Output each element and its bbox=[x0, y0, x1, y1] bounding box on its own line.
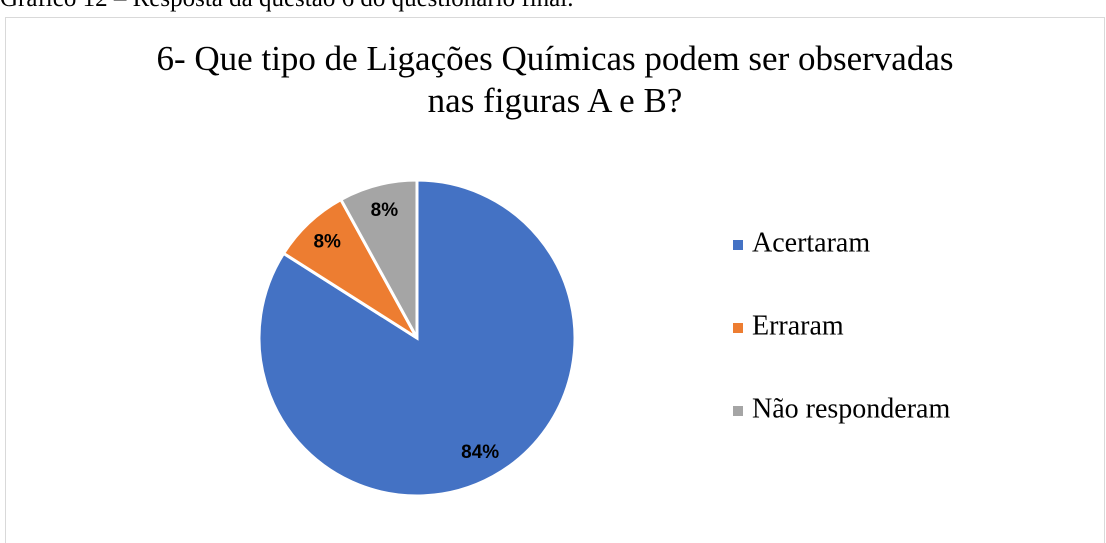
pie-slice bbox=[338, 178, 419, 339]
chart-title: 6- Que tipo de Ligações Químicas podem s… bbox=[157, 39, 954, 78]
legend-swatch bbox=[733, 240, 743, 250]
chart-title: nas figuras A e B? bbox=[428, 81, 683, 120]
data-label: 8% bbox=[313, 231, 341, 252]
data-label: 84% bbox=[461, 442, 499, 463]
legend-swatch bbox=[733, 323, 743, 333]
legend-label: Erraram bbox=[752, 310, 844, 341]
legend-swatch bbox=[733, 406, 743, 416]
legend-label: Acertaram bbox=[752, 227, 870, 258]
legend-label: Não responderam bbox=[752, 393, 950, 424]
caption: Gráfico 12 – Resposta da questão 6 do qu… bbox=[0, 0, 573, 12]
data-label: 8% bbox=[371, 200, 399, 221]
